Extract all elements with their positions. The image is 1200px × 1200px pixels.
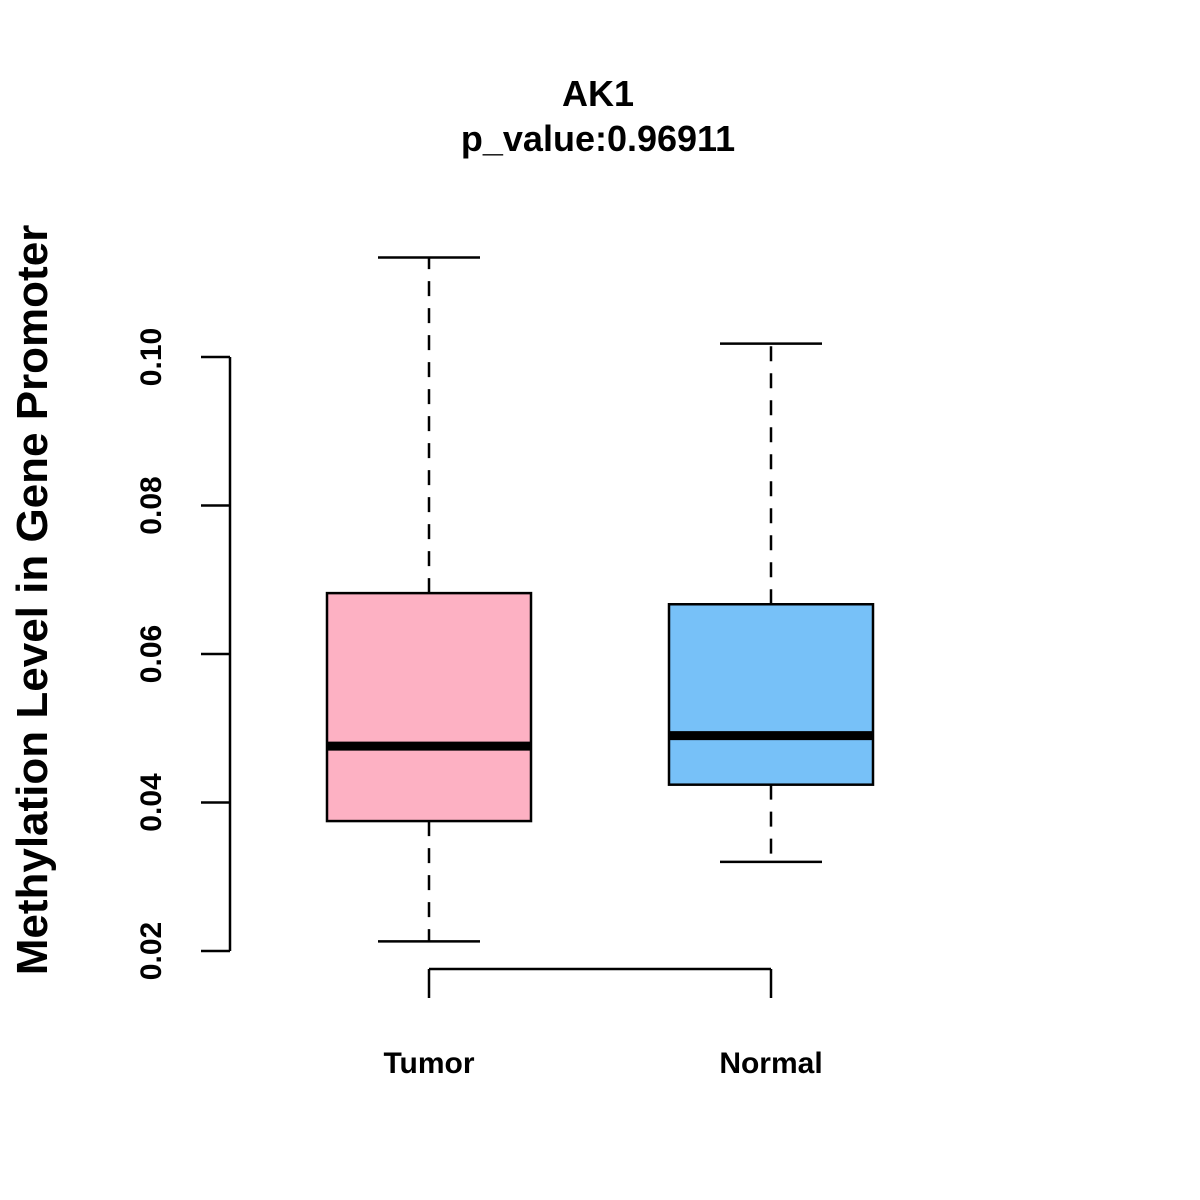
iqr-box <box>325 591 533 823</box>
y-axis: 0.02 0.04 0.06 0.08 0.10 <box>135 328 232 980</box>
box-tumor <box>325 256 533 943</box>
y-tick-label: 0.02 <box>135 922 168 980</box>
boxes-group <box>325 256 875 943</box>
x-tick-label-normal: Normal <box>719 1047 822 1080</box>
x-tick-label-tumor: Tumor <box>383 1047 474 1080</box>
box-normal <box>667 342 875 864</box>
y-tick-label: 0.10 <box>135 328 168 386</box>
x-axis: Tumor Normal <box>383 967 823 1080</box>
y-tick-label: 0.08 <box>135 476 168 534</box>
y-tick-label: 0.04 <box>135 773 168 832</box>
y-tick-label: 0.06 <box>135 625 168 683</box>
chart-subtitle: p_value:0.96911 <box>461 118 735 159</box>
chart-title: AK1 <box>562 73 634 114</box>
y-axis-label: Methylation Level in Gene Promoter <box>8 225 57 976</box>
iqr-box <box>667 603 875 786</box>
